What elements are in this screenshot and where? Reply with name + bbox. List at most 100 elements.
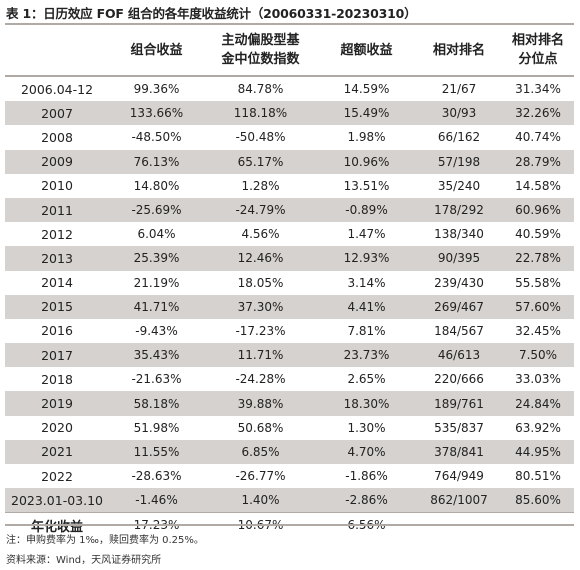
cell-percentile: 44.95% (502, 439, 574, 464)
cell-period: 2006.04-12 (20, 81, 94, 97)
cell-portfolio-return: 76.13% (109, 149, 204, 174)
cell-period: 2017 (5, 343, 109, 368)
cell-excess-return: 1.98% (347, 130, 386, 145)
cell-excess-return: 18.30% (317, 391, 416, 416)
cell-rank: 535/837 (434, 420, 484, 435)
header-period (5, 25, 109, 77)
cell-percentile: 40.59% (515, 227, 561, 242)
cell-rank: 220/666 (434, 372, 484, 387)
cell-rank: 66/162 (437, 130, 481, 145)
table-row: 2021 11.55% 6.85% 4.70% 378/841 44.95% (5, 439, 574, 464)
table-row: 2015 41.71% 37.30% 4.41% 269/467 57.60% (5, 294, 574, 319)
cell-percentile: 57.60% (502, 294, 574, 319)
cell-rank: 138/340 (434, 227, 484, 242)
cell-period: 2020 (41, 420, 73, 436)
cell-portfolio-return: 25.39% (109, 246, 204, 271)
cell-excess-return: 2.65% (347, 372, 386, 387)
cell-rank: 862/1007 (416, 488, 502, 513)
cell-percentile: 33.03% (515, 372, 561, 387)
cell-percentile: 55.58% (515, 275, 561, 290)
cell-excess-return: 13.51% (343, 178, 390, 193)
cell-period: 2014 (41, 275, 73, 291)
table-row: 2013 25.39% 12.46% 12.93% 90/395 22.78% (5, 246, 574, 271)
table-row: 2022 -28.63% -26.77% -1.86% 764/949 80.51% (5, 464, 574, 488)
cell-portfolio-return: 35.43% (109, 343, 204, 368)
cell-rank: 764/949 (434, 469, 484, 484)
header-row: 组合收益 主动偏股型基 金中位数指数 超额收益 相对排名 相对排名 分位点 (5, 25, 574, 77)
cell-excess-return: 12.93% (317, 246, 416, 271)
cell-fund-index: 50.68% (237, 420, 284, 435)
table-row: 2007 133.66% 118.18% 15.49% 30/93 32.26% (5, 101, 574, 126)
cell-period: 2018 (41, 371, 73, 387)
cell-period: 2022 (41, 468, 73, 484)
cell-percentile: 80.51% (515, 469, 561, 484)
cell-percentile: 7.50% (502, 343, 574, 368)
cell-fund-index: 1.40% (204, 488, 317, 513)
table-row: 2006.04-12 99.36% 84.78% 14.59% 21/67 31.34% (5, 76, 574, 101)
cell-excess-return: 4.70% (317, 439, 416, 464)
cell-percentile: 40.74% (515, 130, 561, 145)
cell-rank: 21/67 (441, 82, 477, 97)
cell-excess-return: 4.41% (317, 294, 416, 319)
cell-rank: 378/841 (416, 439, 502, 464)
cell-fund-index: 12.46% (204, 246, 317, 271)
cell-portfolio-return: -25.69% (109, 197, 204, 223)
cell-fund-index: 11.71% (204, 343, 317, 368)
table-body: 2006.04-12 99.36% 84.78% 14.59% 21/67 31.34% 2… (5, 76, 574, 538)
cell-rank: 35/240 (437, 178, 481, 193)
cell-fund-index: 18.05% (237, 275, 284, 290)
cell-percentile: 22.78% (502, 246, 574, 271)
cell-percentile: 32.45% (515, 323, 561, 338)
cell-fund-index: -17.23% (235, 323, 286, 338)
cell-fund-index: 65.17% (204, 149, 317, 174)
cell-period: 2019 (5, 391, 109, 416)
cell-percentile: 60.96% (502, 197, 574, 223)
cell-portfolio-return: 58.18% (109, 391, 204, 416)
table-row: 2009 76.13% 65.17% 10.96% 57/198 28.79% (5, 149, 574, 174)
cell-rank: 189/761 (416, 391, 502, 416)
cell-portfolio-return: 51.98% (133, 420, 180, 435)
cell-excess-return: 10.96% (317, 149, 416, 174)
cell-period: 2023.01-03.10 (5, 488, 109, 513)
header-percentile: 相对排名 分位点 (502, 25, 574, 77)
table-row: 2010 14.80% 1.28% 13.51% 35/240 14.58% (5, 174, 574, 198)
cell-fund-index: -24.79% (204, 197, 317, 223)
header-percentile-line1: 相对排名 (511, 33, 564, 48)
cell-rank: 269/467 (416, 294, 502, 319)
cell-fund-index: 118.18% (204, 101, 317, 126)
cell-period: 2013 (5, 246, 109, 271)
cell-rank: 184/567 (434, 323, 484, 338)
cell-excess-return: 3.14% (347, 275, 386, 290)
table-row: 2016 -9.43% -17.23% 7.81% 184/567 32.45% (5, 319, 574, 343)
cell-excess-return: 15.49% (317, 101, 416, 126)
cell-percentile: 31.34% (515, 82, 561, 97)
cell-rank: 57/198 (416, 149, 502, 174)
cell-period: 2016 (41, 323, 73, 339)
top-rule (5, 23, 574, 25)
cell-fund-index: -24.28% (235, 372, 286, 387)
cell-excess-return: 14.59% (343, 82, 390, 97)
cell-excess-return: -2.86% (317, 488, 416, 513)
cell-excess-return: 7.81% (347, 323, 386, 338)
header-portfolio-return-line1: 组合收益 (130, 42, 183, 58)
cell-fund-index: 4.56% (241, 227, 280, 242)
table-row: 2012 6.04% 4.56% 1.47% 138/340 40.59% (5, 222, 574, 246)
cell-portfolio-return: -48.50% (131, 130, 182, 145)
header-fund-index: 主动偏股型基 金中位数指数 (204, 25, 317, 77)
returns-table: 组合收益 主动偏股型基 金中位数指数 超额收益 相对排名 相对排名 分位点 20… (5, 25, 574, 538)
header-portfolio-return: 组合收益 (109, 25, 204, 77)
cell-period: 2007 (5, 101, 109, 126)
cell-period: 2009 (5, 149, 109, 174)
cell-portfolio-return: 11.55% (109, 439, 204, 464)
table-row: 2019 58.18% 39.88% 18.30% 189/761 24.84% (5, 391, 574, 416)
cell-fund-index: 1.28% (241, 178, 280, 193)
cell-rank: 30/93 (416, 101, 502, 126)
cell-portfolio-return: -1.46% (109, 488, 204, 513)
header-fund-index-line1: 主动偏股型基 (221, 33, 300, 48)
table-row: 2018 -21.63% -24.28% 2.65% 220/666 33.03% (5, 367, 574, 391)
cell-portfolio-return: -21.63% (131, 372, 182, 387)
cell-percentile: 28.79% (502, 149, 574, 174)
cell-period: 2021 (5, 439, 109, 464)
cell-rank: 239/430 (434, 275, 484, 290)
table-row: 2023.01-03.10 -1.46% 1.40% -2.86% 862/1007 85… (5, 488, 574, 513)
